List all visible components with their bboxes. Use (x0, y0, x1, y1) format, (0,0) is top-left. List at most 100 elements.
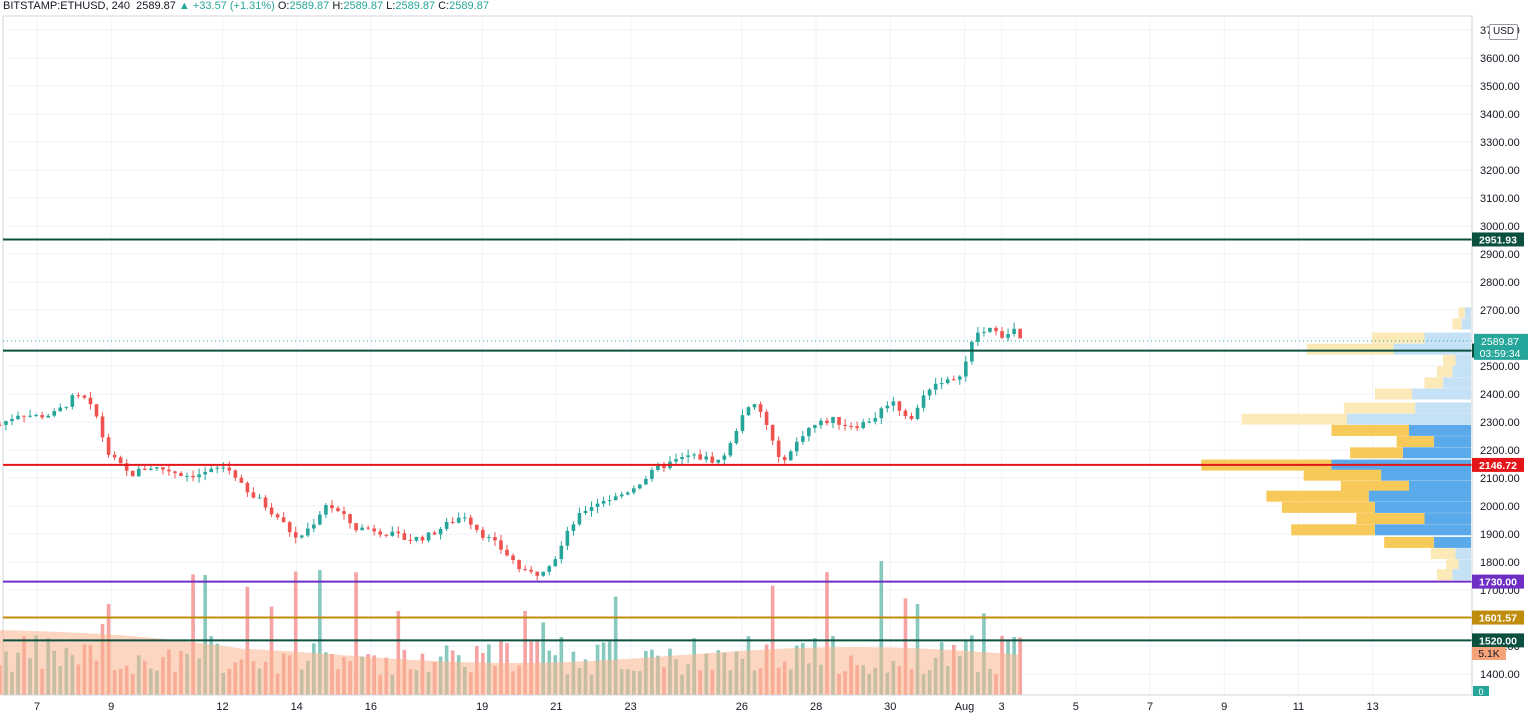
volume-profile-down (1343, 402, 1416, 414)
close-value: 2589.87 (449, 0, 489, 12)
candle-body (788, 451, 793, 461)
candle-body (825, 420, 829, 423)
candle-body (299, 535, 304, 538)
candle-body (583, 510, 588, 514)
candle-body (885, 405, 890, 409)
candle-body (674, 459, 678, 462)
candle-body (631, 488, 636, 493)
volume-profile-down (1350, 447, 1403, 459)
candle-body (535, 571, 540, 576)
x-tick-label: 30 (884, 701, 896, 713)
candle-body (130, 470, 135, 477)
candle-body (734, 431, 739, 444)
candle-body (976, 332, 980, 342)
last-price-label: 2589.87 (1481, 336, 1519, 348)
high-label: H: (332, 0, 344, 12)
volume-profile-down (1281, 501, 1375, 513)
y-tick-label: 3000.00 (1480, 221, 1520, 233)
candle-body (414, 536, 419, 541)
candle-body (475, 524, 479, 530)
candle-body (227, 467, 232, 471)
candle-body (1000, 331, 1004, 338)
candle-body (94, 404, 99, 417)
time-axis[interactable]: 7 9 12 14 16 19 21 23 26 28 30 Aug 3 5 7 9 11 13 (3, 694, 1472, 713)
volume-profile-down (1436, 366, 1453, 378)
candle-body (577, 513, 582, 525)
symbol-legend[interactable]: BITSTAMP:ETHUSD, 240 2589.87 ▲ +33.57 (+… (3, 0, 489, 12)
countdown-label: 03:59:34 (1480, 348, 1521, 360)
y-tick-label: 2500.00 (1480, 361, 1520, 373)
open-value: 2589.87 (289, 0, 330, 12)
x-tick-label: 9 (108, 701, 114, 713)
level-label-bg (1472, 574, 1524, 589)
candle-body (450, 521, 455, 523)
candle-body (517, 560, 521, 570)
candle-body (444, 521, 449, 529)
y-tick-label: 2700.00 (1480, 305, 1520, 317)
volume-profile-up (1452, 366, 1471, 378)
grid (2, 15, 1473, 696)
candle-body (644, 478, 648, 485)
candle-body (10, 419, 14, 422)
y-tick-label: 1900.00 (1480, 529, 1520, 541)
currency-label[interactable]: USD (1489, 24, 1519, 40)
candle-body (505, 549, 509, 556)
close-label: C: (438, 0, 450, 12)
volume-profile-down (1424, 377, 1444, 389)
y-tick-label: 2300.00 (1480, 417, 1520, 429)
candle-body (945, 379, 950, 384)
candle-body (324, 505, 328, 515)
volume-ma-area (0, 630, 1021, 695)
x-tick-label: 19 (476, 701, 488, 713)
volume-profile-up (1424, 332, 1471, 344)
candle-body (704, 456, 709, 460)
y-tick-label: 1800.00 (1480, 557, 1520, 569)
candle-body (601, 500, 606, 504)
candle-body (927, 389, 932, 396)
volume-profile-down (1356, 513, 1425, 525)
level-label: 2146.72 (1479, 460, 1517, 472)
y-tick-label: 2000.00 (1480, 501, 1520, 513)
horizontal-levels[interactable] (3, 238, 1472, 642)
candle-body (740, 415, 745, 432)
volume-profile-up (1347, 413, 1471, 425)
volume-bar (613, 596, 618, 695)
volume-profile-up (1409, 424, 1471, 436)
candle-body (499, 540, 503, 550)
y-tick-label: 3200.00 (1480, 165, 1520, 177)
candle-body (794, 441, 799, 452)
volume-profile-up (1461, 318, 1471, 330)
candle-body (305, 528, 310, 536)
x-tick-label: 14 (291, 701, 303, 713)
volume-zero-bg (1473, 686, 1489, 696)
volume-label: 5.1K (1478, 648, 1500, 660)
x-tick-label: 13 (1366, 701, 1378, 713)
candle-body (511, 555, 515, 561)
candle-body (686, 455, 690, 457)
level-label: 1601.57 (1479, 613, 1517, 625)
volume-profile-down (1430, 548, 1456, 560)
volume-profile-down (1436, 569, 1453, 581)
candle-body (813, 425, 817, 428)
candle-body (680, 456, 684, 460)
symbol-name[interactable]: BITSTAMP:ETHUSD (3, 0, 106, 12)
last-price-bg (1474, 333, 1528, 360)
candle-body (70, 395, 75, 407)
candle-body (426, 532, 431, 541)
volume-profile-up (1443, 377, 1471, 389)
candle-body (957, 376, 962, 380)
candle-body (547, 566, 552, 572)
candle-body (76, 395, 81, 397)
candle-body (348, 514, 352, 524)
volume-profile-up (1433, 436, 1471, 448)
candle-body (149, 468, 153, 470)
candle-body (16, 415, 20, 420)
candle-body (625, 492, 630, 495)
candle-body (837, 416, 841, 425)
volume-profile-down (1291, 524, 1375, 536)
candle-body (366, 527, 370, 529)
x-tick-label: 7 (34, 701, 40, 713)
volume-profile-up (1393, 343, 1471, 355)
volume-profile-down (1331, 424, 1409, 436)
